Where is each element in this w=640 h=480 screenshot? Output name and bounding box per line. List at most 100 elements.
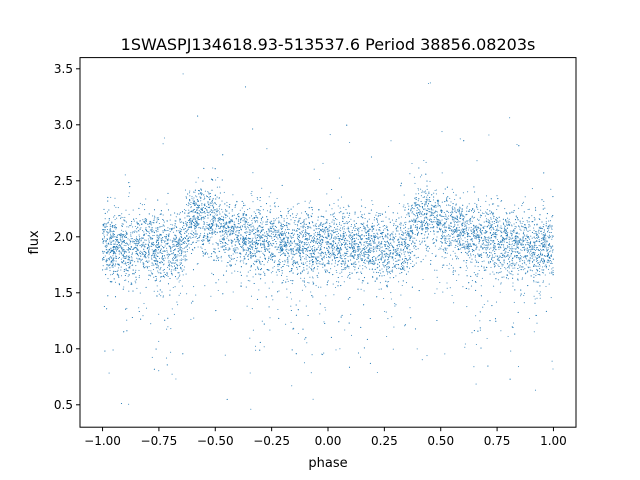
data-point	[412, 213, 414, 215]
data-point	[363, 222, 365, 224]
data-point	[417, 189, 420, 191]
data-point	[503, 276, 505, 278]
data-point	[128, 213, 130, 215]
data-point	[350, 252, 353, 254]
data-point	[492, 214, 494, 216]
data-point	[132, 209, 134, 211]
data-point	[219, 204, 221, 206]
data-point	[211, 200, 213, 202]
data-point	[220, 242, 222, 245]
data-point	[436, 211, 438, 213]
data-point	[133, 220, 135, 222]
data-point	[338, 239, 340, 241]
data-point	[496, 195, 498, 197]
data-point	[270, 272, 272, 274]
data-point	[127, 244, 130, 246]
data-point	[216, 225, 218, 227]
data-point	[309, 263, 311, 265]
data-point	[176, 242, 178, 244]
data-point	[190, 205, 192, 208]
data-point	[517, 366, 520, 368]
data-point	[128, 290, 130, 292]
data-point	[257, 198, 259, 200]
data-point	[359, 256, 361, 258]
data-point	[512, 274, 514, 276]
data-point	[421, 211, 424, 213]
data-point	[148, 252, 150, 255]
data-point	[521, 217, 524, 219]
data-point	[529, 225, 531, 227]
data-point	[254, 234, 256, 236]
data-point	[158, 370, 160, 372]
data-point	[387, 263, 389, 265]
data-point	[348, 235, 350, 237]
data-point	[456, 231, 458, 233]
data-point	[155, 245, 157, 247]
data-point	[125, 221, 128, 223]
data-point	[483, 238, 485, 240]
data-point	[402, 224, 404, 226]
data-point	[218, 211, 220, 213]
data-point	[245, 232, 247, 234]
data-point	[138, 241, 140, 243]
data-point	[150, 230, 152, 232]
data-point	[353, 257, 355, 259]
data-point	[545, 247, 547, 249]
data-point	[346, 223, 348, 225]
data-point	[507, 246, 509, 248]
data-point	[280, 210, 282, 212]
data-point	[405, 236, 407, 238]
data-point	[227, 215, 229, 217]
data-point	[475, 238, 477, 240]
data-point	[326, 230, 328, 232]
data-point	[138, 240, 140, 242]
data-point	[347, 260, 349, 263]
data-point	[182, 73, 184, 75]
data-point	[400, 224, 402, 226]
data-point	[529, 262, 531, 264]
data-point	[302, 247, 304, 250]
data-point	[400, 216, 402, 218]
data-point	[540, 237, 543, 239]
data-point	[350, 313, 352, 315]
data-point	[433, 218, 435, 220]
data-point	[284, 243, 286, 245]
data-point	[273, 265, 275, 268]
data-point	[536, 265, 538, 267]
data-point	[369, 262, 371, 264]
data-point	[219, 239, 221, 241]
data-points	[102, 73, 554, 410]
data-point	[382, 264, 384, 266]
data-point	[503, 260, 505, 262]
data-point	[134, 280, 136, 282]
data-point	[389, 237, 392, 239]
data-point	[343, 234, 345, 236]
data-point	[190, 207, 192, 209]
data-point	[432, 199, 435, 201]
data-point	[196, 208, 198, 210]
data-point	[551, 235, 553, 237]
data-point	[385, 270, 388, 272]
data-point	[193, 197, 195, 199]
data-point	[235, 204, 237, 206]
data-point	[496, 225, 499, 227]
data-point	[151, 264, 153, 267]
data-point	[219, 226, 221, 228]
data-point	[342, 227, 344, 229]
data-point	[251, 194, 253, 197]
data-point	[143, 231, 145, 233]
data-point	[504, 256, 506, 258]
data-point	[459, 231, 462, 233]
data-point	[130, 232, 132, 234]
data-point	[367, 249, 369, 251]
data-point	[394, 303, 396, 305]
data-point	[314, 240, 316, 243]
data-point	[391, 219, 394, 221]
data-point	[537, 260, 539, 262]
data-point	[363, 227, 365, 229]
data-point	[386, 259, 389, 261]
data-point	[224, 230, 226, 232]
data-point	[263, 243, 265, 245]
data-point	[156, 231, 158, 233]
data-point	[405, 230, 407, 232]
